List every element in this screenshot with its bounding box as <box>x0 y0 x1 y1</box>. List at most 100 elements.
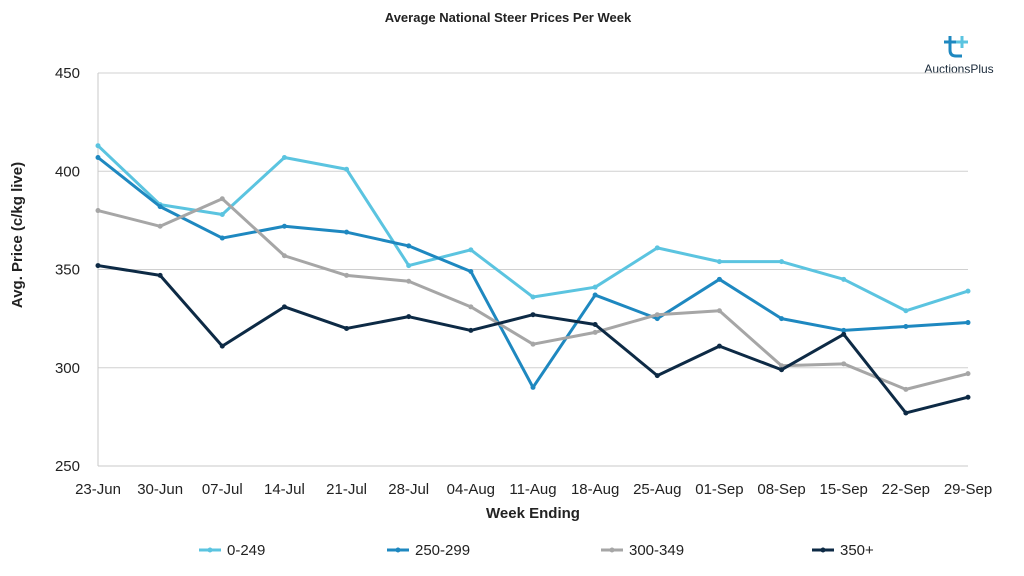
y-tick-label: 250 <box>55 458 80 475</box>
y-axis-ticks: 250 300 350 400 450 <box>55 65 80 475</box>
data-point <box>530 312 536 318</box>
x-axis-ticks: 23-Jun 30-Jun 07-Jul 14-Jul 21-Jul 28-Jul 04-A… <box>75 481 992 498</box>
legend-marker <box>395 547 401 553</box>
data-point <box>344 325 350 331</box>
data-point <box>716 276 722 282</box>
data-point <box>281 253 287 259</box>
data-point <box>344 166 350 172</box>
data-point <box>406 278 412 284</box>
data-point <box>95 143 101 149</box>
data-point <box>654 312 660 318</box>
data-point <box>654 316 660 322</box>
data-point <box>95 208 101 214</box>
data-point <box>219 343 225 349</box>
data-point <box>841 331 847 337</box>
data-point <box>779 367 785 373</box>
x-tick-label: 04-Aug <box>447 481 495 498</box>
y-tick-label: 400 <box>55 163 80 180</box>
legend-item: 300-349 <box>601 542 684 559</box>
logo-text: AuctionsPlus <box>924 62 993 76</box>
data-point <box>157 272 163 278</box>
data-point <box>965 288 971 294</box>
data-point <box>592 322 598 328</box>
y-tick-label: 300 <box>55 360 80 377</box>
legend-marker <box>820 547 826 553</box>
data-point <box>903 323 909 329</box>
data-point <box>654 373 660 379</box>
legend-marker <box>609 547 615 553</box>
x-tick-label: 28-Jul <box>388 481 429 498</box>
y-tick-label: 450 <box>55 65 80 82</box>
legend-label: 0-249 <box>227 542 265 559</box>
data-point <box>406 243 412 249</box>
data-point <box>841 327 847 333</box>
data-point <box>468 327 474 333</box>
data-point <box>716 343 722 349</box>
data-point <box>219 235 225 241</box>
data-point <box>281 223 287 229</box>
x-tick-label: 23-Jun <box>75 481 121 498</box>
legend: 0-249 250-299 300-349 350+ <box>199 542 874 559</box>
legend-item: 0-249 <box>199 542 265 559</box>
data-point <box>530 384 536 390</box>
data-point <box>903 308 909 314</box>
x-tick-label: 29-Sep <box>944 481 992 498</box>
data-point <box>779 363 785 369</box>
data-point <box>841 276 847 282</box>
data-point <box>219 196 225 202</box>
x-tick-label: 18-Aug <box>571 481 619 498</box>
data-point <box>344 229 350 235</box>
series-line <box>96 144 969 313</box>
data-point <box>592 292 598 298</box>
data-point <box>281 304 287 310</box>
data-point <box>903 410 909 416</box>
logo: AuctionsPlus <box>924 36 994 76</box>
series-250-299 <box>95 154 971 390</box>
x-tick-label: 15-Sep <box>820 481 868 498</box>
data-point <box>281 154 287 160</box>
series-300-349 <box>95 196 971 392</box>
series-group <box>95 143 971 416</box>
data-point <box>716 259 722 265</box>
series-line <box>97 156 969 389</box>
data-point <box>779 259 785 265</box>
data-point <box>468 304 474 310</box>
x-tick-label: 14-Jul <box>264 481 305 498</box>
data-point <box>654 245 660 251</box>
data-point <box>592 284 598 290</box>
x-tick-label: 30-Jun <box>137 481 183 498</box>
data-point <box>95 154 101 160</box>
data-point <box>530 341 536 347</box>
legend-marker <box>207 547 213 553</box>
auctionsplus-logo-icon <box>944 36 968 58</box>
x-tick-label: 25-Aug <box>633 481 681 498</box>
data-point <box>95 263 101 269</box>
legend-label: 250-299 <box>415 542 470 559</box>
data-point <box>716 308 722 314</box>
legend-label: 350+ <box>840 542 874 559</box>
data-point <box>592 329 598 335</box>
y-tick-label: 350 <box>55 262 80 279</box>
series-0-249 <box>95 143 971 314</box>
x-tick-label: 21-Jul <box>326 481 367 498</box>
legend-label: 300-349 <box>629 542 684 559</box>
series-350+ <box>95 263 971 416</box>
x-tick-label: 01-Sep <box>695 481 743 498</box>
x-tick-label: 22-Sep <box>882 481 930 498</box>
x-axis-title: Week Ending <box>486 505 580 522</box>
legend-item: 250-299 <box>387 542 470 559</box>
data-point <box>779 316 785 322</box>
data-point <box>965 394 971 400</box>
data-point <box>406 263 412 269</box>
data-point <box>468 268 474 274</box>
data-point <box>219 211 225 217</box>
gridlines <box>97 72 968 467</box>
data-point <box>406 314 412 320</box>
data-point <box>344 272 350 278</box>
legend-item: 350+ <box>812 542 874 559</box>
data-point <box>530 294 536 300</box>
series-line <box>97 197 969 391</box>
data-point <box>157 223 163 229</box>
data-point <box>965 371 971 377</box>
